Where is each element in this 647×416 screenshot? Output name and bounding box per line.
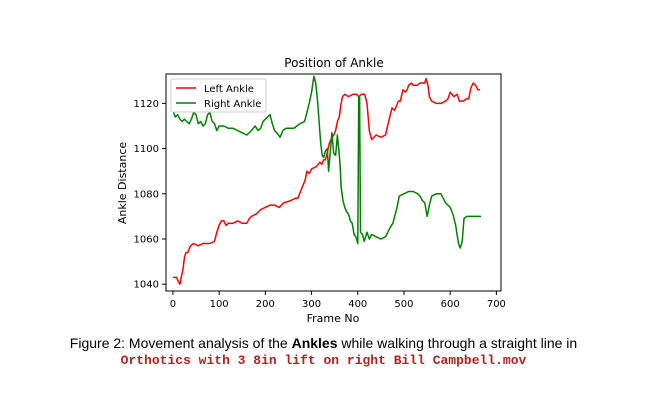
y-axis: 1040 1060 1080 1100 1120 xyxy=(134,99,166,291)
y-tick-label: 1100 xyxy=(134,144,159,155)
legend-label-right-ankle: Right Ankle xyxy=(204,99,261,110)
chart-title: Position of Ankle xyxy=(284,56,383,70)
x-tick-label: 300 xyxy=(302,299,321,310)
caption-prefix: Figure 2: Movement analysis of the xyxy=(69,335,292,351)
y-tick-label: 1040 xyxy=(134,280,159,291)
x-tick-label: 200 xyxy=(256,299,275,310)
caption-line-1: Figure 2: Movement analysis of the Ankle… xyxy=(0,334,647,352)
plot-area-frame xyxy=(165,73,502,292)
x-tick-label: 0 xyxy=(170,299,176,310)
x-tick-label: 600 xyxy=(441,299,460,310)
caption-suffix: while walking through a straight line in xyxy=(337,335,578,351)
series-layer xyxy=(172,75,482,285)
y-tick-label: 1120 xyxy=(134,99,159,110)
figure-caption: Figure 2: Movement analysis of the Ankle… xyxy=(0,334,647,370)
y-axis-label: Ankle Distance xyxy=(116,142,129,225)
legend: Left Ankle Right Ankle xyxy=(170,78,267,113)
legend-label-left-ankle: Left Ankle xyxy=(204,84,254,95)
x-tick-label: 100 xyxy=(210,299,229,310)
series-line-left-ankle xyxy=(172,77,481,285)
x-tick-label: 700 xyxy=(487,299,506,310)
x-axis-label: Frame No xyxy=(307,312,360,325)
caption-filename: Orthotics with 3 8in lift on right Bill … xyxy=(120,353,527,368)
caption-bold-word: Ankles xyxy=(291,335,338,351)
y-tick-label: 1080 xyxy=(134,189,159,200)
ankle-position-chart: Position of Ankle 1040 1060 1080 1100 1120 0… xyxy=(116,56,506,325)
y-tick-label: 1060 xyxy=(134,235,159,246)
x-tick-label: 400 xyxy=(348,299,367,310)
series-line-right-ankle xyxy=(172,75,482,249)
x-axis: 0 100 200 300 400 500 600 700 xyxy=(170,291,506,310)
x-tick-label: 500 xyxy=(394,299,413,310)
